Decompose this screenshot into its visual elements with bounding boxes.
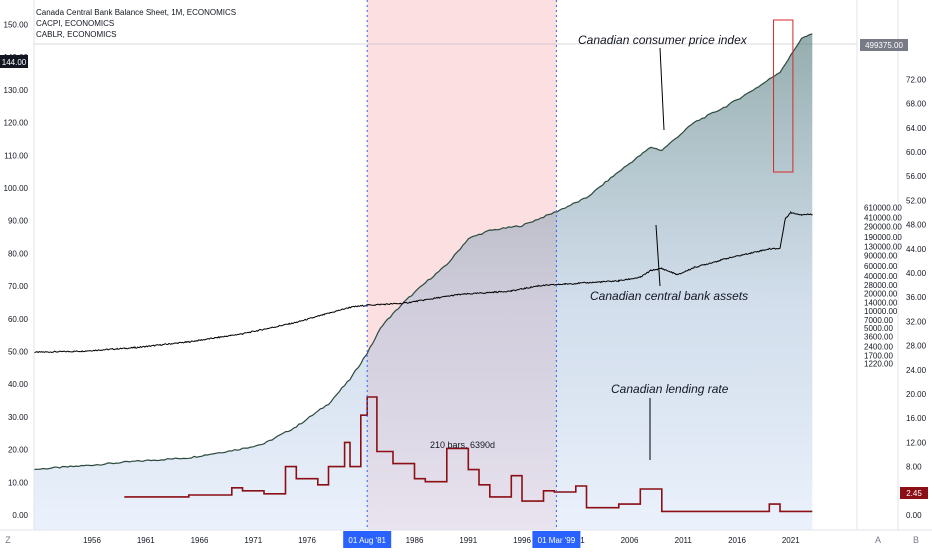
mid-price-tag bbox=[860, 39, 908, 51]
mid-tick-label: 1220.00 bbox=[864, 360, 893, 369]
legend-cpi[interactable]: CACPI, ECONOMICS bbox=[36, 19, 115, 28]
left-tick-label: 90.00 bbox=[8, 217, 29, 226]
x-tick-label: 1956 bbox=[83, 536, 101, 545]
crosshair-left-label-bg bbox=[343, 531, 392, 548]
left-axis-panel bbox=[0, 0, 34, 550]
right-tick-label: 64.00 bbox=[906, 124, 927, 133]
x-tick-label: 1961 bbox=[137, 536, 155, 545]
zoom-icon[interactable]: Z bbox=[5, 535, 11, 545]
x-tick-label: 1991 bbox=[459, 536, 477, 545]
right-tick-label: 72.00 bbox=[906, 75, 927, 84]
right-axis-panel bbox=[857, 0, 932, 550]
left-tick-label: 110.00 bbox=[4, 151, 28, 160]
left-tick-label: 130.00 bbox=[4, 86, 29, 95]
annotation-rate: Canadian lending rate bbox=[611, 382, 729, 396]
mid-tick-label: 7000.00 bbox=[864, 316, 893, 325]
assets-line[interactable] bbox=[27, 210, 813, 354]
right-tick-label: 0.00 bbox=[906, 511, 922, 520]
right-tick-label: 12.00 bbox=[906, 438, 927, 447]
cpi-line[interactable] bbox=[27, 33, 813, 472]
mid-tick-label: 28000.00 bbox=[864, 281, 898, 290]
left-tick-label: 20.00 bbox=[8, 446, 29, 455]
left-price-tag bbox=[0, 55, 28, 68]
range-label: 210 bars, 6390d bbox=[430, 440, 495, 450]
mid-tick-label: 2400.00 bbox=[864, 343, 893, 352]
mid-tick-label: 290000.00 bbox=[864, 222, 902, 231]
annotation-cpi-pointer bbox=[659, 47, 665, 131]
right-tick-label: 56.00 bbox=[906, 172, 927, 181]
right-tick-label: 36.00 bbox=[906, 293, 927, 302]
right-price-tag-text: 2.45 bbox=[906, 489, 922, 498]
right-tick-label: 8.00 bbox=[906, 463, 922, 472]
left-tick-label: 40.00 bbox=[8, 380, 29, 389]
time-axis-panel bbox=[0, 530, 932, 550]
scale-b-icon[interactable]: B bbox=[913, 535, 919, 545]
crosshair-right-label: 01 Mar '99 bbox=[538, 536, 576, 545]
x-tick-label: 1966 bbox=[191, 536, 209, 545]
left-tick-label: 100.00 bbox=[4, 184, 29, 193]
x-tick-label: 1996 bbox=[513, 536, 531, 545]
left-tick-label: 70.00 bbox=[8, 282, 29, 291]
right-tick-label: 16.00 bbox=[906, 414, 927, 423]
cpi-area bbox=[27, 33, 813, 531]
mid-tick-label: 10000.00 bbox=[864, 307, 898, 316]
right-tick-label: 32.00 bbox=[906, 317, 927, 326]
mid-tick-label: 14000.00 bbox=[864, 298, 898, 307]
mid-tick-label: 3600.00 bbox=[864, 332, 893, 341]
x-tick-label: 2021 bbox=[782, 536, 800, 545]
auto-scale-icon[interactable]: A bbox=[875, 535, 881, 545]
left-price-tag-text: 144.00 bbox=[2, 58, 27, 67]
mid-price-tag-text: 499375.00 bbox=[865, 41, 903, 50]
right-tick-label: 44.00 bbox=[906, 245, 927, 254]
left-tick-label: 150.00 bbox=[4, 21, 29, 30]
x-tick-label: 1986 bbox=[406, 536, 424, 545]
annotation-cpi: Canadian consumer price index bbox=[578, 33, 748, 47]
chart-title[interactable]: Canada Central Bank Balance Sheet, 1M, E… bbox=[36, 8, 237, 17]
annotation-assets: Canadian central bank assets bbox=[590, 289, 748, 303]
mid-tick-label: 610000.00 bbox=[864, 204, 902, 213]
crosshair-left-label: 01 Aug '81 bbox=[348, 536, 386, 545]
mid-tick-label: 5000.00 bbox=[864, 324, 893, 333]
mid-tick-label: 1700.00 bbox=[864, 351, 893, 360]
x-tick-label: 2016 bbox=[728, 536, 746, 545]
legend-rate[interactable]: CABLR, ECONOMICS bbox=[36, 30, 117, 39]
mid-tick-label: 410000.00 bbox=[864, 214, 902, 223]
mid-tick-label: 190000.00 bbox=[864, 233, 902, 242]
right-tick-label: 68.00 bbox=[906, 100, 927, 109]
left-tick-label: 60.00 bbox=[8, 315, 29, 324]
highlight-box[interactable] bbox=[773, 19, 794, 173]
right-price-tag bbox=[900, 487, 928, 499]
x-tick-label: 2006 bbox=[621, 536, 639, 545]
x-tick-label: 1976 bbox=[298, 536, 316, 545]
left-tick-label: 30.00 bbox=[8, 413, 29, 422]
right-tick-label: 40.00 bbox=[906, 269, 927, 278]
right-tick-label: 48.00 bbox=[906, 221, 927, 230]
right-tick-label: 52.00 bbox=[906, 196, 927, 205]
left-tick-label: 10.00 bbox=[8, 478, 29, 487]
mid-tick-label: 60000.00 bbox=[864, 262, 898, 271]
right-tick-label: 24.00 bbox=[906, 366, 927, 375]
mid-tick-label: 90000.00 bbox=[864, 252, 898, 261]
mid-tick-label: 130000.00 bbox=[864, 242, 902, 251]
right-tick-label: 60.00 bbox=[906, 148, 927, 157]
right-tick-label: 20.00 bbox=[906, 390, 927, 399]
left-tick-label: 120.00 bbox=[4, 119, 29, 128]
left-tick-label: 80.00 bbox=[8, 249, 29, 258]
x-tick-label: 2011 bbox=[675, 536, 693, 545]
left-tick-label: 50.00 bbox=[8, 348, 29, 357]
rate-line[interactable] bbox=[124, 396, 813, 513]
right-tick-label: 28.00 bbox=[906, 342, 927, 351]
left-tick-label: 0.00 bbox=[12, 511, 28, 520]
mid-tick-label: 20000.00 bbox=[864, 289, 898, 298]
crosshair-right-label-bg bbox=[532, 531, 581, 548]
mid-tick-label: 40000.00 bbox=[864, 272, 898, 281]
x-tick-label: 1971 bbox=[244, 536, 262, 545]
annotation-assets-pointer bbox=[655, 224, 661, 287]
